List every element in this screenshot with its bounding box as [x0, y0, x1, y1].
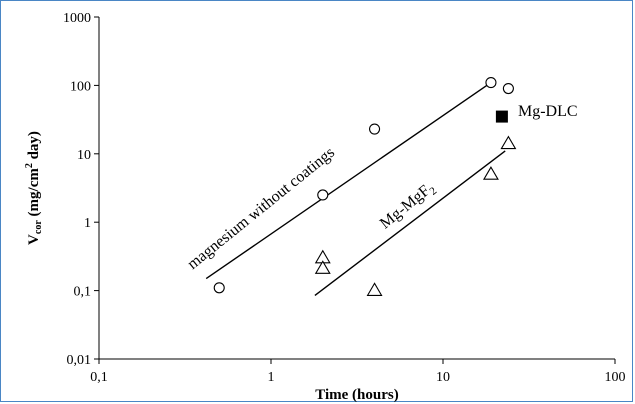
y-axis-title-superscript: 2	[24, 163, 35, 168]
triangle-marker	[314, 260, 331, 274]
y-tick-label: 10	[77, 148, 91, 163]
y-tick-label: 1	[84, 216, 91, 231]
y-tick-label: 1000	[63, 11, 91, 26]
trend-lines	[205, 79, 506, 296]
x-tick-label: 10	[436, 370, 450, 385]
y-tick-label: 100	[70, 79, 91, 94]
x-tick-label: 100	[605, 370, 626, 385]
square-marker	[495, 110, 508, 123]
x-axis-ticks: 0,1 1 10 100	[90, 359, 626, 385]
y-tick-label: 0,01	[67, 353, 92, 368]
y-tick-label: 0,1	[74, 285, 92, 300]
circle-marker	[213, 282, 225, 294]
plot-area	[99, 17, 615, 359]
triangle-marker	[366, 282, 383, 296]
y-axis-ticks: 0,01 0,1 1 10 100 1000	[63, 11, 99, 368]
y-axis-title: Vcor (mg/cm2 day)	[24, 131, 44, 245]
data-markers	[213, 77, 517, 296]
annotation-mg-mgf2-subscript: 2	[428, 185, 440, 198]
x-tick-label: 0,1	[90, 370, 108, 385]
x-axis-title: Time (hours)	[315, 387, 398, 403]
y-axis-title-subscript: cor	[33, 220, 44, 234]
y-axis-title-main: V	[26, 234, 42, 245]
y-axis-title-unit-a: (mg/cm	[26, 168, 42, 221]
x-tick-label: 1	[268, 370, 275, 385]
trend-line	[314, 150, 506, 296]
circle-marker	[485, 77, 497, 89]
annotation-mg-dlc: Mg-DLC	[518, 103, 578, 120]
circle-marker	[369, 123, 381, 135]
triangle-marker	[500, 135, 517, 150]
y-axis-title-unit-b: day)	[26, 131, 42, 163]
trend-line	[205, 79, 496, 280]
triangle-marker	[482, 166, 499, 180]
circle-marker	[317, 189, 329, 201]
circle-marker	[502, 82, 514, 95]
